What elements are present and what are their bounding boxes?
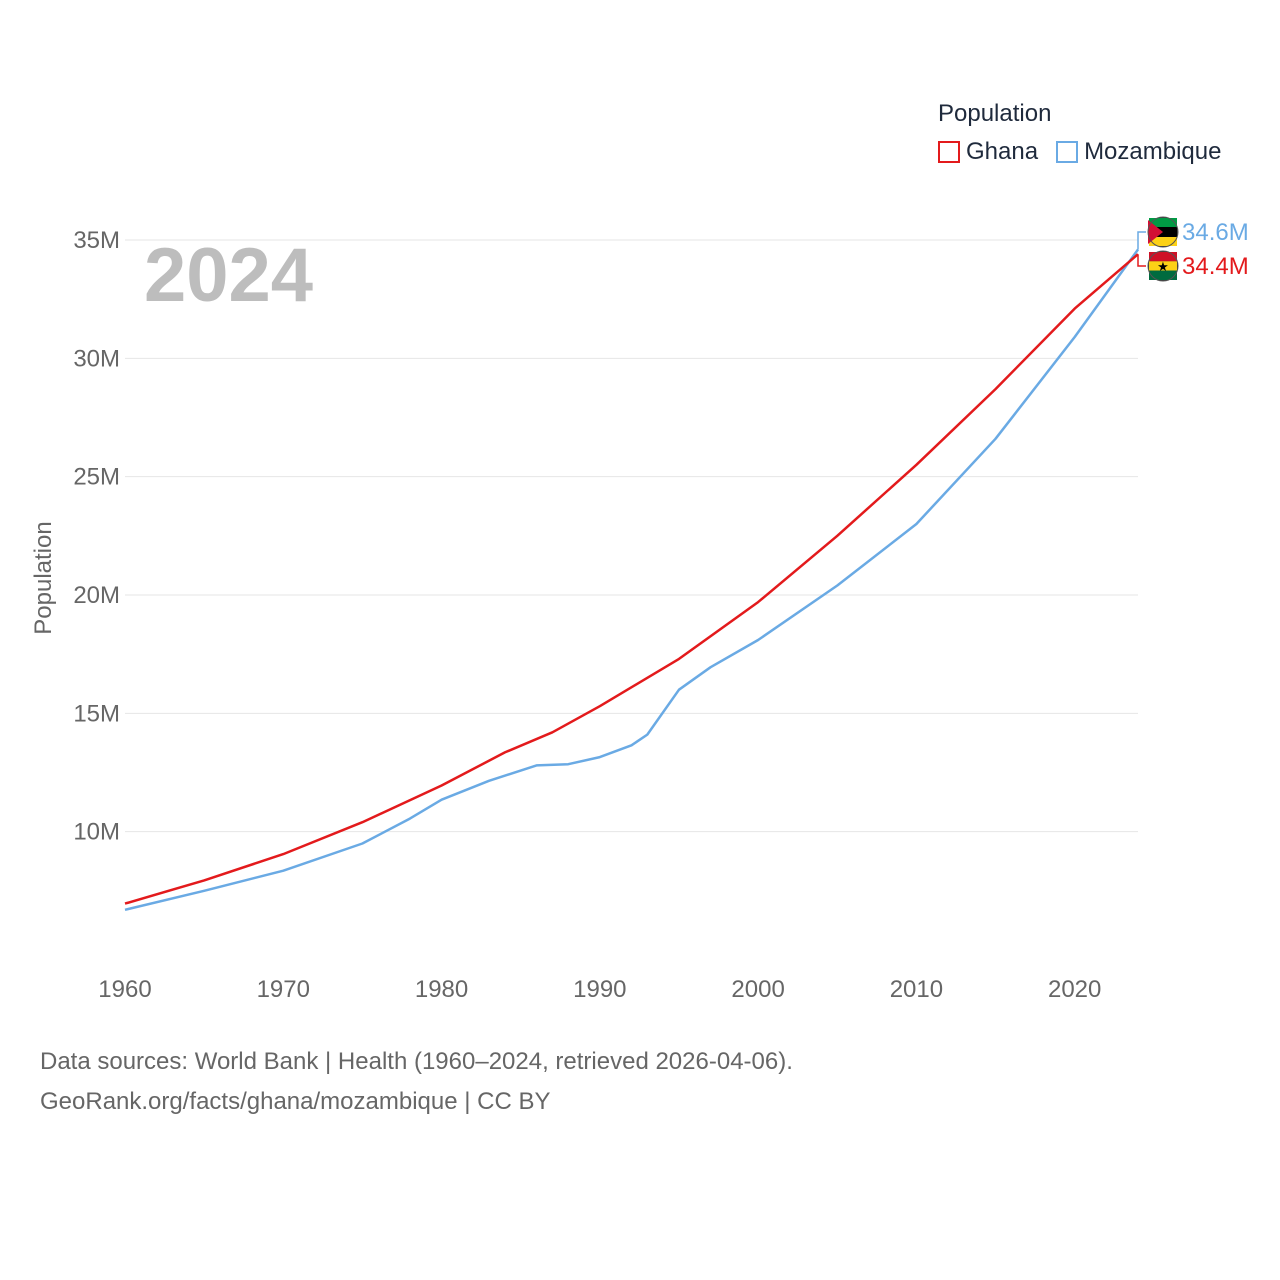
y-axis-label: Population (30, 521, 57, 634)
legend: Population Ghana Mozambique (938, 100, 1239, 166)
flag-stripe-gold (1149, 261, 1177, 271)
flag-triangle-red (1148, 220, 1163, 244)
legend-title: Population (938, 100, 1052, 127)
flag-stripe-green (1149, 270, 1177, 280)
end-value-label-ghana: 34.4M (1182, 253, 1249, 280)
y-tick-label: 20M (73, 582, 120, 609)
series-lines (124, 248, 1140, 912)
legend-item-ghana[interactable]: Ghana (938, 138, 1038, 166)
end-labels: ★ 34.4M 34.6M (1137, 216, 1249, 282)
series-line-mozambique (124, 248, 1140, 912)
legend-swatch-ghana (938, 141, 960, 163)
y-tick-label: 35M (73, 227, 120, 254)
flag-star-icon: ★ (1157, 259, 1169, 274)
y-tick-label: 30M (73, 345, 120, 372)
flag-stripe-red (1149, 252, 1177, 262)
x-tick-label: 2020 (1048, 976, 1101, 1003)
data-sources-text: Data sources: World Bank | Health (1960–… (40, 1048, 793, 1075)
y-tick-label: 10M (73, 819, 120, 846)
x-tick-label: 1980 (415, 976, 468, 1003)
flag-ring-mozambique (1147, 216, 1179, 248)
end-connector-ghana (1137, 254, 1146, 267)
x-tick-label: 1990 (573, 976, 626, 1003)
source-link-text[interactable]: GeoRank.org/facts/ghana/mozambique | CC … (40, 1088, 551, 1115)
end-connector-mozambique (1137, 231, 1146, 250)
legend-label-mozambique: Mozambique (1084, 138, 1222, 165)
x-tick-label: 1960 (98, 976, 151, 1003)
legend-item-mozambique[interactable]: Mozambique (1056, 138, 1221, 166)
footer: Data sources: World Bank | Health (1960–… (40, 1042, 793, 1122)
x-tick-label: 2000 (731, 976, 784, 1003)
year-label: 2024 (144, 233, 314, 318)
legend-swatch-mozambique (1056, 141, 1079, 163)
series-line-ghana (124, 253, 1139, 905)
x-tick-label: 1970 (257, 976, 310, 1003)
gridlines (125, 239, 1138, 833)
y-axis: 10M 15M 20M 25M 30M 35M (73, 227, 120, 846)
y-tick-label: 15M (73, 700, 120, 727)
flag-stripe-green (1149, 218, 1177, 227)
end-value-label-mozambique: 34.6M (1182, 219, 1249, 246)
x-axis: 1960 1970 1980 1990 2000 2010 2020 (98, 976, 1101, 1003)
y-tick-label: 25M (73, 464, 120, 491)
x-tick-label: 2010 (890, 976, 943, 1003)
legend-label-ghana: Ghana (966, 138, 1039, 165)
flag-ring-ghana (1147, 250, 1179, 282)
flag-stripe-yellow (1149, 237, 1177, 246)
